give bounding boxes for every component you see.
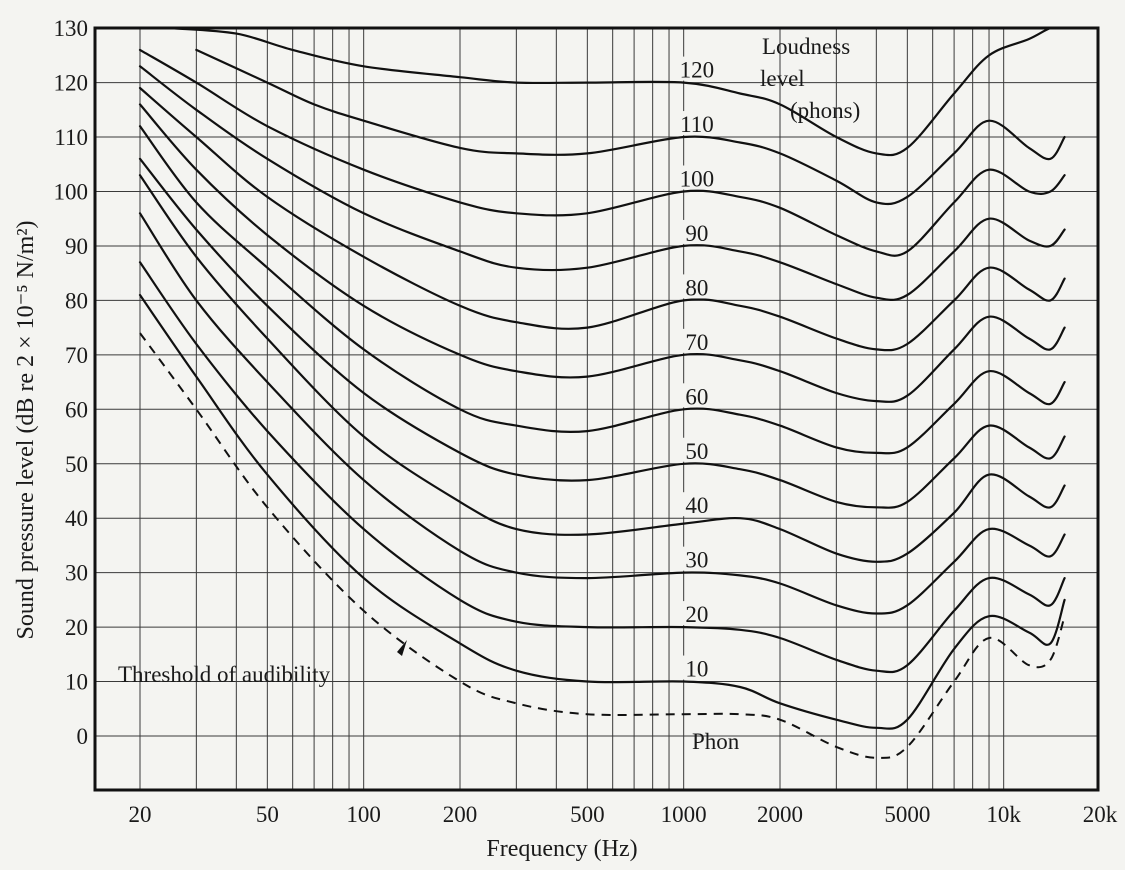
x-tick-label: 50	[256, 802, 279, 827]
loudness-curve-80	[138, 86, 1066, 352]
y-tick-label: 120	[54, 71, 89, 96]
y-tick-label: 30	[65, 561, 88, 586]
legend-title-line-2: level	[760, 66, 805, 91]
loudness-curve-50	[138, 157, 1066, 509]
loudness-curve-30	[138, 212, 1066, 615]
curve-label-bg	[681, 274, 712, 299]
x-tick-label: 20k	[1083, 802, 1118, 827]
curve-label: 40	[685, 493, 708, 518]
loudness-curve-70	[138, 103, 1066, 403]
x-tick-label: 100	[346, 802, 381, 827]
legend-title-line-1: Loudness	[762, 34, 850, 59]
y-tick-label: 80	[65, 288, 88, 313]
curve-label-bg	[681, 655, 712, 680]
curve-label: 120	[680, 58, 715, 83]
curve-label-bg	[675, 56, 718, 81]
x-axis-title: Frequency (Hz)	[486, 836, 637, 862]
y-tick-label: 90	[65, 234, 88, 259]
curve-label-bg	[681, 492, 712, 517]
x-tick-label: 10k	[986, 802, 1021, 827]
loudness-curve-20	[138, 261, 1066, 674]
curve-label: 50	[685, 439, 708, 464]
y-tick-label: 110	[54, 125, 88, 150]
y-tick-label: 20	[65, 615, 88, 640]
curve-label: 90	[685, 221, 708, 246]
x-tick-label: 200	[443, 802, 478, 827]
y-axis-title: Sound pressure level (dB re 2 × 10⁻⁵ N/m…	[13, 220, 39, 639]
threshold-curve	[139, 332, 1066, 759]
y-tick-label: 100	[54, 180, 89, 205]
loudness-curve-90	[138, 65, 1066, 302]
curve-label-bg	[681, 546, 712, 571]
loudness-curve-100	[138, 48, 1066, 257]
curve-label: 30	[685, 548, 708, 573]
curve-label: 10	[685, 657, 708, 682]
y-tick-label: 130	[54, 16, 89, 41]
curve-label-bg	[681, 437, 712, 462]
x-tick-label: 500	[570, 802, 605, 827]
curve-label: 70	[685, 330, 708, 355]
curve-layer	[138, 28, 1066, 759]
y-tick-label: 60	[65, 397, 88, 422]
loudness-curve-110	[195, 48, 1066, 206]
threshold-label: Threshold of audibility	[118, 662, 331, 687]
curve-label: 20	[685, 602, 708, 627]
threshold-arrow-icon	[397, 640, 407, 656]
curve-label: 110	[680, 112, 714, 137]
x-tick-label: 2000	[757, 802, 803, 827]
curve-label-bg	[681, 219, 712, 244]
legend-title-line-3: (phons)	[790, 98, 860, 123]
loudness-curve-60	[138, 125, 1066, 455]
loudness-curve-40	[138, 174, 1066, 563]
legend-title: Loudness level (phons)	[760, 34, 860, 123]
label-layer: 120 110 100 90 80 70 60 50 40 30 20 10	[675, 56, 718, 682]
x-tick-label: 5000	[884, 802, 930, 827]
curve-label-bg	[681, 383, 712, 408]
y-tick-label: 0	[77, 724, 89, 749]
curve-label: 80	[685, 275, 708, 300]
curve-label-bg	[681, 601, 712, 626]
curve-label-bg	[675, 165, 718, 190]
x-tick-label: 1000	[661, 802, 707, 827]
plot-frame	[93, 26, 1100, 792]
y-tick-label: 50	[65, 452, 88, 477]
loudness-curve-10	[138, 293, 1066, 730]
x-tick-label: 20	[129, 802, 152, 827]
tick-layer: 0 10 20 30 40 50 60 70 80 90 100 110 120 130 20 50 100 20…	[54, 16, 1118, 827]
curve-label-bg	[675, 111, 718, 136]
loudness-curve-120	[169, 28, 1066, 157]
curve-label-bg	[681, 328, 712, 353]
y-tick-label: 10	[65, 670, 88, 695]
y-tick-label: 40	[65, 506, 88, 531]
zero-curve-label: Phon	[692, 729, 740, 754]
curve-label: 60	[685, 384, 708, 409]
y-tick-label: 70	[65, 343, 88, 368]
curve-label: 100	[680, 167, 715, 192]
